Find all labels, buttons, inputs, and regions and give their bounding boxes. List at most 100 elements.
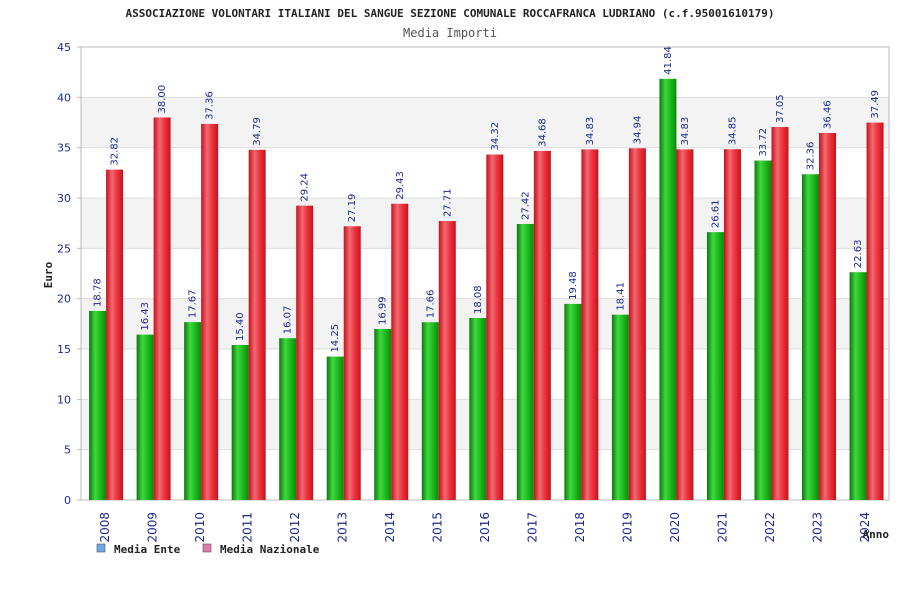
data-label: 34.83 (680, 117, 691, 146)
chart-title: ASSOCIAZIONE VOLONTARI ITALIANI DEL SANG… (125, 7, 774, 20)
bar-media-ente (706, 232, 724, 500)
x-tick-label: 2009 (145, 512, 159, 543)
bar-media-ente (802, 174, 820, 500)
data-label: 37.49 (870, 90, 881, 119)
x-tick-label: 2014 (383, 512, 397, 543)
bar-media-ente (611, 314, 629, 500)
legend-label: Media Ente (114, 543, 181, 556)
data-label: 32.36 (806, 142, 817, 171)
y-tick-label: 10 (57, 393, 71, 406)
data-label: 27.71 (442, 188, 453, 217)
x-tick-label: 2016 (478, 512, 492, 543)
x-tick-label: 2011 (240, 512, 254, 543)
bar-media-ente (421, 322, 439, 500)
data-label: 17.66 (425, 290, 436, 319)
data-label: 36.46 (823, 100, 834, 129)
data-label: 34.83 (585, 117, 596, 146)
bar-media-ente (279, 338, 297, 500)
x-tick-label: 2022 (763, 512, 777, 543)
data-label: 34.68 (537, 118, 548, 147)
x-tick-label: 2010 (193, 512, 207, 543)
data-label: 18.41 (615, 282, 626, 311)
data-label: 29.24 (300, 173, 311, 202)
y-tick-label: 25 (57, 242, 71, 255)
bar-media-ente (326, 356, 344, 500)
data-label: 16.99 (378, 296, 389, 325)
data-label: 37.36 (205, 91, 216, 120)
x-tick-label: 2008 (98, 512, 112, 543)
bar-media-ente (754, 160, 772, 500)
y-tick-label: 5 (64, 444, 71, 457)
y-axis-ticks: 0 5 10 15 20 25 30 35 40 45 (57, 41, 81, 507)
bar-media-ente (659, 78, 677, 500)
bar-media-ente (469, 317, 487, 500)
x-tick-label: 2019 (621, 512, 635, 543)
data-label: 32.82 (110, 137, 121, 166)
bar-media-nazionale (676, 149, 694, 501)
x-tick-label: 2018 (573, 512, 587, 543)
x-tick-label: 2023 (811, 512, 825, 543)
y-tick-label: 15 (57, 343, 71, 356)
legend-swatch (96, 543, 106, 553)
data-label: 37.05 (775, 94, 786, 123)
bar-media-nazionale (391, 203, 409, 500)
bar-media-nazionale (343, 226, 361, 500)
data-label: 14.25 (330, 324, 341, 353)
bar-media-nazionale (771, 127, 789, 500)
x-tick-label: 2013 (335, 512, 349, 543)
data-label: 33.72 (758, 128, 769, 157)
y-tick-label: 45 (57, 41, 71, 54)
x-tick-label: 2015 (430, 512, 444, 543)
data-label: 19.48 (568, 271, 579, 300)
y-tick-label: 40 (57, 91, 71, 104)
data-label: 27.42 (520, 191, 531, 220)
bar-media-nazionale (581, 149, 599, 501)
x-axis-label: Anno (863, 528, 890, 541)
bar-media-nazionale (438, 221, 456, 500)
plot-band (81, 47, 889, 98)
data-label: 16.43 (140, 302, 151, 331)
data-label: 34.94 (632, 116, 643, 145)
data-label: 38.00 (157, 85, 168, 114)
bar-media-ente (184, 322, 202, 500)
data-label: 41.84 (663, 46, 674, 75)
data-label: 34.79 (252, 117, 263, 146)
bar-media-ente (374, 328, 392, 500)
data-label: 18.78 (93, 278, 104, 307)
data-label: 34.85 (727, 117, 738, 146)
data-label: 17.67 (188, 289, 199, 318)
legend-label: Media Nazionale (220, 543, 320, 556)
y-tick-label: 0 (64, 494, 71, 507)
chart-subtitle: Media Importi (403, 26, 497, 40)
bar-media-nazionale (533, 150, 551, 500)
data-label: 16.07 (283, 306, 294, 335)
data-label: 22.63 (853, 240, 864, 269)
y-tick-label: 30 (57, 192, 71, 205)
bar-media-nazionale (248, 149, 266, 500)
data-label: 29.43 (395, 171, 406, 200)
bar-media-ente (231, 344, 249, 500)
bar-media-ente (516, 223, 534, 501)
bar-media-nazionale (153, 117, 171, 500)
y-tick-label: 35 (57, 142, 71, 155)
x-tick-label: 2017 (526, 512, 540, 543)
x-tick-label: 2012 (288, 512, 302, 543)
bar-media-nazionale (723, 149, 741, 500)
bar-media-ente (564, 303, 582, 500)
x-tick-label: 2020 (668, 512, 682, 543)
data-label: 18.08 (473, 285, 484, 314)
bar-media-nazionale (106, 169, 124, 500)
bar-media-nazionale (486, 154, 504, 500)
y-axis-label: Euro (42, 261, 55, 288)
bars: 18.78 32.82 16.43 38.00 17.67 37.36 15.40 34.79… (89, 46, 884, 501)
data-label: 34.32 (490, 122, 501, 151)
bar-media-ente (89, 310, 107, 500)
x-axis-ticks: 2008 2009 2010 2011 2012 2013 2014 2015 2016 2017… (98, 512, 872, 543)
bar-media-nazionale (296, 205, 314, 500)
y-tick-label: 20 (57, 293, 71, 306)
bar-media-nazionale (819, 132, 837, 500)
data-label: 27.19 (347, 194, 358, 223)
bar-media-nazionale (628, 148, 646, 500)
